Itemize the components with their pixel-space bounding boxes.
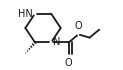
Text: HN: HN — [18, 9, 33, 19]
Text: O: O — [75, 21, 82, 31]
Text: O: O — [65, 58, 73, 68]
Text: N: N — [53, 37, 60, 47]
